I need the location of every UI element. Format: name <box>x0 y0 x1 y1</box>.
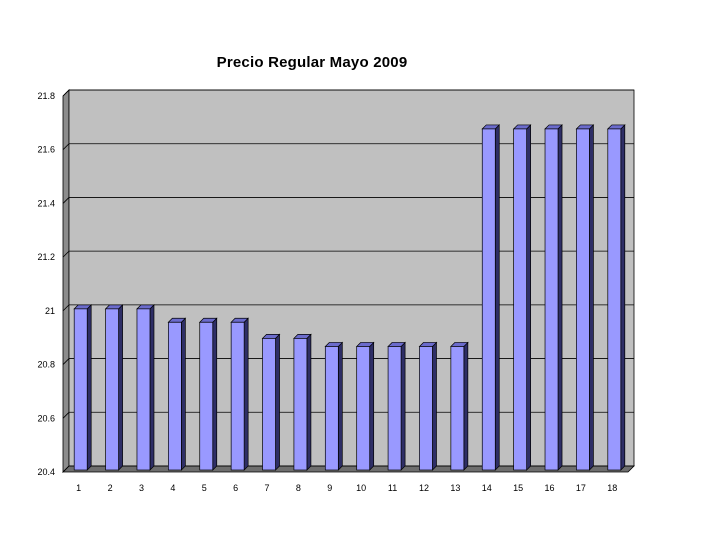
x-tick-label: 4 <box>170 483 175 493</box>
x-tick-label: 2 <box>108 483 113 493</box>
x-tick-label: 10 <box>356 483 366 493</box>
bar-front <box>293 338 308 471</box>
bar-side <box>526 124 531 471</box>
bar-front <box>262 338 276 471</box>
bar-front <box>607 128 622 471</box>
x-tick-label: 13 <box>450 483 460 493</box>
x-tick-label: 12 <box>419 483 429 493</box>
bar-side <box>557 124 563 471</box>
bar-side <box>400 341 406 471</box>
bar <box>198 317 218 471</box>
x-tick-label: 5 <box>202 483 207 493</box>
bars <box>73 124 626 471</box>
bar-side <box>337 341 343 471</box>
x-tick-label: 8 <box>296 483 301 493</box>
bar-front <box>136 308 151 471</box>
x-tick-label: 6 <box>233 483 238 493</box>
bar-side <box>306 333 312 471</box>
x-tick-label: 9 <box>327 483 332 493</box>
y-tick-label: 21.8 <box>37 91 55 101</box>
bar-side <box>432 341 437 471</box>
bar <box>104 304 124 471</box>
bar-front <box>324 346 339 471</box>
bar <box>293 333 312 471</box>
y-tick-label: 21 <box>45 306 55 316</box>
bar <box>73 304 93 471</box>
bar-side <box>212 317 218 471</box>
x-tick-label: 17 <box>576 483 586 493</box>
x-tick-label: 16 <box>545 483 555 493</box>
y-tick-label: 21.6 <box>37 145 55 155</box>
bar <box>450 341 469 471</box>
plot-left-wall <box>62 89 70 473</box>
x-tick-label: 3 <box>139 483 144 493</box>
bar <box>418 341 438 471</box>
bar-side <box>620 124 626 471</box>
bar <box>481 124 501 471</box>
y-tick-label: 20.6 <box>37 413 55 423</box>
bar-side <box>149 304 155 471</box>
bar-front <box>105 308 119 471</box>
x-tick-label: 15 <box>513 483 523 493</box>
bar-front <box>387 346 402 471</box>
bar-front <box>419 346 433 471</box>
bar-front <box>356 346 371 471</box>
x-tick-label: 7 <box>265 483 270 493</box>
bar-front <box>544 128 559 471</box>
bar-side <box>118 304 123 471</box>
x-tick-label: 14 <box>482 483 492 493</box>
x-tick-label: 18 <box>607 483 617 493</box>
bar-side <box>243 317 249 471</box>
gridline <box>62 250 634 258</box>
bar <box>261 333 281 471</box>
bar <box>230 317 249 471</box>
gridline <box>62 89 634 97</box>
x-axis-ticks: 1 2 3 4 5 6 7 8 9 10 11 12 13 14 15 16 17 18 <box>76 483 617 493</box>
bar <box>606 124 626 471</box>
chart-title: Precio Regular Mayo 2009 <box>0 54 728 71</box>
gridline <box>62 411 634 419</box>
y-tick-label: 21.4 <box>37 198 55 208</box>
bar-front <box>230 321 245 471</box>
bar-front <box>481 128 496 471</box>
gridline <box>62 465 634 473</box>
bar-side <box>589 124 594 471</box>
bar-front <box>168 321 182 471</box>
gridline <box>62 143 634 150</box>
x-tick-label: 11 <box>388 483 397 493</box>
bar <box>355 341 375 471</box>
bar <box>167 317 187 471</box>
bar-front <box>73 308 88 471</box>
bar <box>387 341 406 471</box>
gridlines <box>62 89 634 473</box>
y-tick-label: 20.8 <box>37 360 55 370</box>
chart-title-text: Precio Regular Mayo 2009 <box>216 54 408 71</box>
y-tick-label: 21.2 <box>37 252 55 262</box>
bar-front <box>576 128 590 471</box>
bar-side <box>494 124 500 471</box>
bar <box>512 124 532 471</box>
gridline <box>62 304 634 312</box>
bar-side <box>275 333 280 471</box>
bar-side <box>369 341 375 471</box>
bar <box>324 341 344 471</box>
bar-front <box>513 128 527 471</box>
bar-side <box>181 317 186 471</box>
bar-side <box>463 341 469 471</box>
y-tick-label: 20.4 <box>37 467 55 477</box>
x-tick-label: 1 <box>76 483 81 493</box>
gridline <box>62 197 634 204</box>
bar-front <box>199 321 214 471</box>
bar <box>544 124 563 471</box>
y-axis-ticks: 20.4 20.6 20.8 21 21.2 21.4 21.6 21.8 <box>37 91 55 477</box>
bar-front <box>450 346 465 471</box>
bar <box>136 304 155 471</box>
bar <box>575 124 595 471</box>
gridline <box>62 358 634 365</box>
bar-side <box>86 304 92 471</box>
